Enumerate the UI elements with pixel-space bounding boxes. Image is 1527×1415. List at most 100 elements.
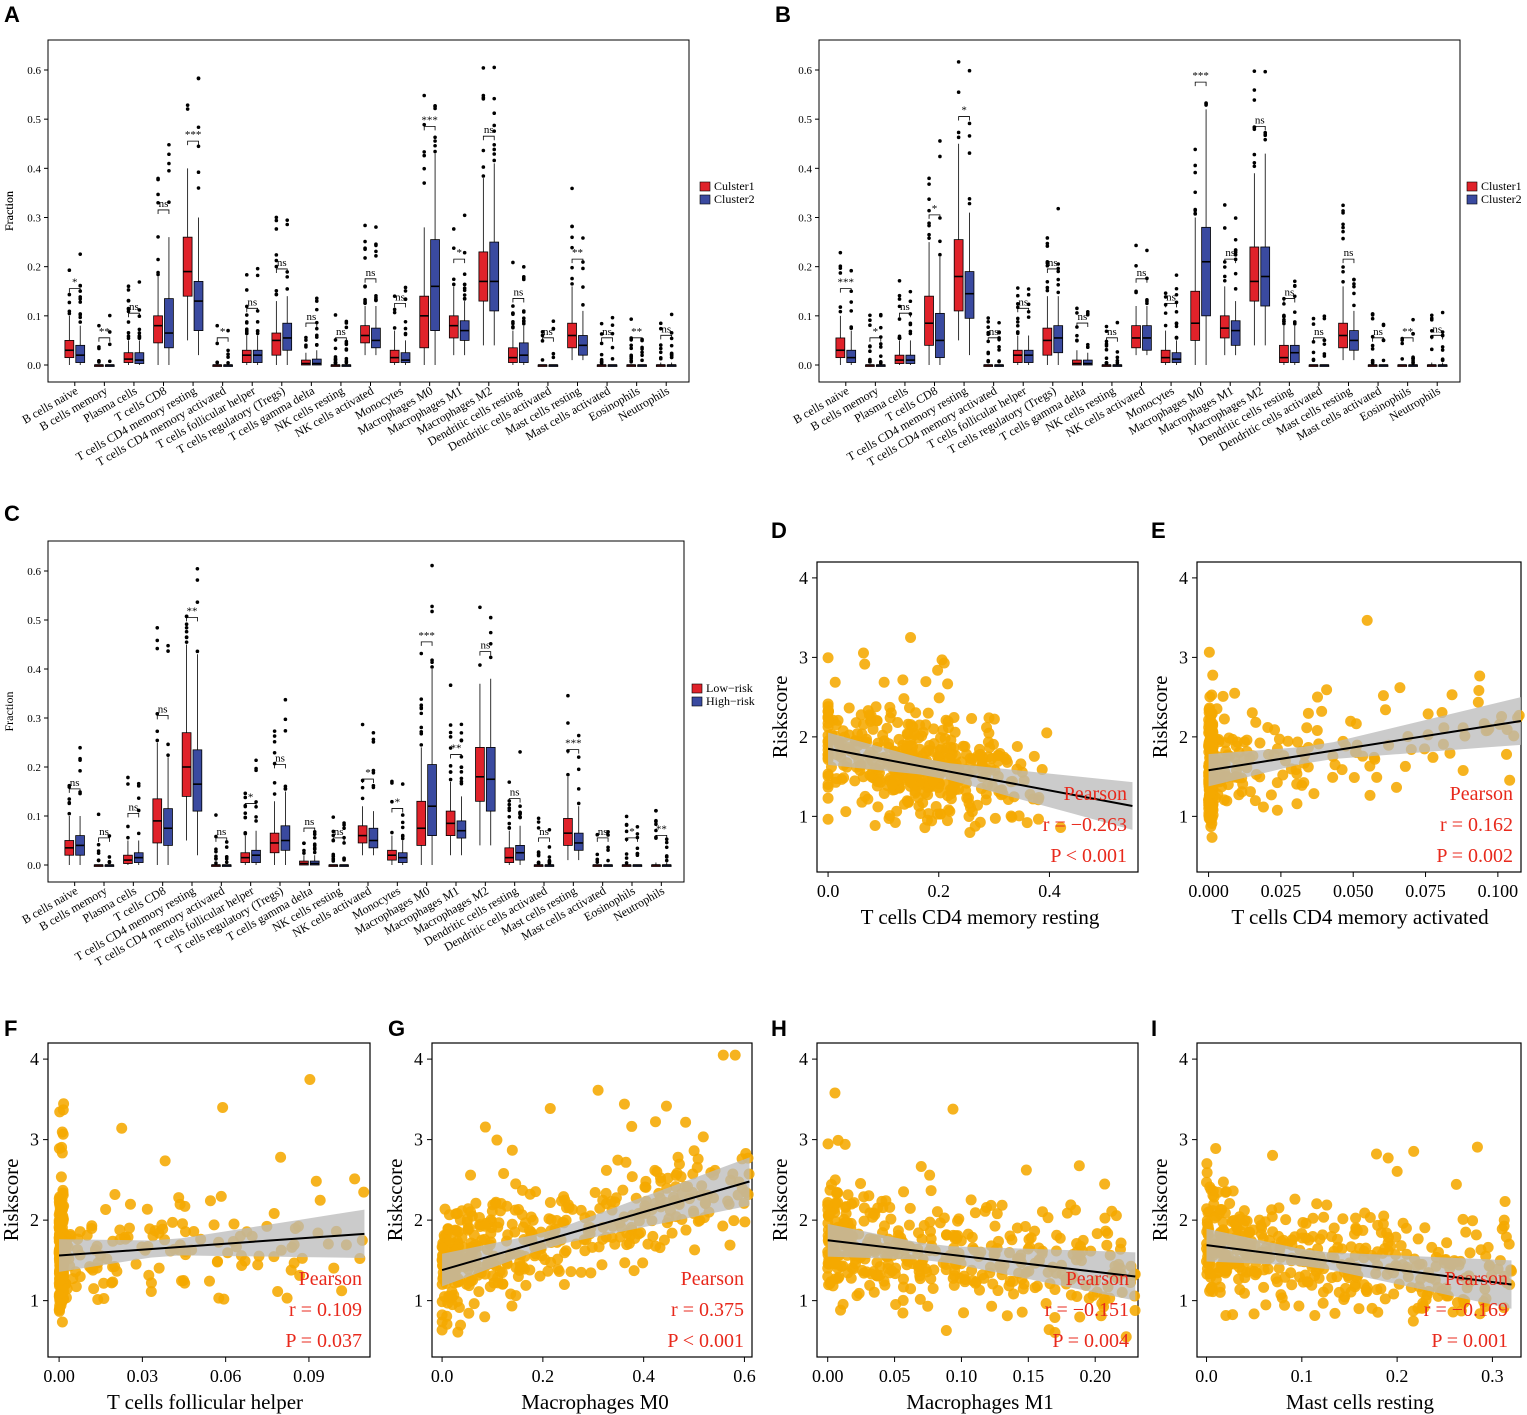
scatter-point: [863, 1190, 875, 1202]
sig-bracket: [1283, 298, 1296, 303]
box-outlier: [166, 643, 170, 648]
box-outlier: [1440, 357, 1445, 362]
scatter-point: [559, 1247, 571, 1259]
scatter-point: [923, 808, 935, 820]
box-outlier: [1263, 69, 1268, 74]
sig-label: ***: [421, 114, 438, 126]
box-outlier: [654, 808, 658, 813]
box-outlier: [1145, 248, 1149, 253]
box-outlier: [507, 802, 512, 807]
scatter-point: [558, 1191, 570, 1203]
box-outlier: [1015, 316, 1020, 321]
scatter-point: [1395, 1240, 1407, 1252]
y-tick-label: 0.5: [27, 114, 41, 126]
scatter-point: [1204, 691, 1216, 703]
scatter-point: [1019, 1220, 1031, 1232]
box-outlier: [1233, 216, 1238, 220]
box-outlier: [196, 170, 201, 175]
box-outlier: [478, 605, 482, 610]
confidence-band: [1208, 697, 1521, 787]
box-outlier: [927, 197, 931, 201]
box-outlier: [927, 176, 931, 181]
scatter-point: [519, 1217, 531, 1229]
scatter-point: [901, 1259, 913, 1271]
scatter-point: [1258, 1264, 1270, 1276]
scatter-point: [892, 716, 904, 728]
box-outlier: [1174, 324, 1179, 329]
regression-line: [1206, 1244, 1512, 1286]
scatter-point: [520, 1279, 532, 1291]
scatter-point: [728, 1215, 740, 1227]
box-outlier: [1174, 336, 1179, 340]
scatter-point: [878, 676, 890, 688]
scatter-point: [100, 1203, 112, 1215]
box-outlier: [363, 247, 367, 252]
box-outlier: [481, 165, 486, 169]
scatter-point: [1241, 1215, 1253, 1227]
scatter-point: [1366, 1302, 1378, 1314]
scatter-point: [1321, 1199, 1333, 1211]
box-outlier: [244, 304, 249, 309]
sig-bracket: [157, 209, 170, 214]
box-outlier: [551, 355, 556, 360]
box-outlier: [331, 815, 336, 819]
box-outlier: [1341, 211, 1345, 215]
box-outlier: [1282, 317, 1286, 322]
y-tick-label: 1: [1179, 1291, 1188, 1311]
box-outlier: [419, 703, 424, 708]
box-outlier: [664, 845, 669, 850]
scatter-point: [867, 1211, 879, 1223]
box-outlier: [422, 153, 427, 158]
scatter-point: [490, 1196, 502, 1208]
scatter-point: [941, 815, 953, 827]
scatter-point: [617, 1184, 629, 1196]
box-outlier: [126, 288, 131, 292]
scatter-point: [989, 812, 1001, 824]
box-outlier: [967, 197, 972, 201]
box-outlier: [342, 821, 346, 825]
sig-bracket: [958, 116, 970, 121]
y-tick-label: 4: [799, 568, 808, 588]
scatter-point: [1208, 1198, 1220, 1210]
sig-label: ns: [159, 198, 169, 210]
scatter-point: [1258, 1281, 1270, 1293]
scatter-point: [1329, 1307, 1341, 1319]
sig-label: ns: [598, 826, 608, 838]
scatter-point: [1388, 1288, 1400, 1300]
scatter-point: [943, 753, 955, 765]
y-tick-label: 0.6: [27, 566, 41, 578]
sig-label: ns: [1373, 326, 1383, 338]
box-outlier: [570, 245, 574, 250]
scatter-point: [913, 1265, 925, 1277]
scatter-point: [1471, 1141, 1483, 1153]
box-outlier: [1056, 290, 1061, 295]
scatter-point: [159, 1155, 171, 1167]
panel-label: H: [771, 1016, 787, 1041]
legend-swatch-group2: [699, 194, 711, 205]
scatter-point: [1343, 1272, 1355, 1284]
box-outlier: [1026, 287, 1031, 291]
box-outlier: [1429, 328, 1434, 333]
box-outlier: [1282, 302, 1286, 306]
box-outlier: [1341, 270, 1345, 274]
box-outlier: [492, 111, 497, 116]
box-outlier: [1104, 329, 1109, 334]
sig-bracket: [1224, 258, 1237, 264]
box-outlier: [635, 846, 640, 851]
scatter-point: [987, 738, 999, 750]
scatter-point: [1204, 788, 1216, 800]
scatter-point: [1249, 795, 1261, 807]
box-outlier: [1252, 160, 1257, 165]
scatter-point: [1317, 1297, 1329, 1309]
scatter-point: [858, 1202, 870, 1214]
confidence-band: [59, 1209, 365, 1272]
box-outlier: [107, 330, 112, 334]
scatter-point: [1474, 670, 1486, 682]
box-outlier: [967, 68, 972, 73]
y-tick-label: 0.4: [798, 163, 812, 175]
box-outlier: [581, 236, 585, 240]
scatter-point: [1426, 1241, 1438, 1253]
legend-swatch-group1: [691, 683, 703, 694]
scatter-point: [867, 723, 879, 735]
scatter-point: [897, 1307, 909, 1319]
